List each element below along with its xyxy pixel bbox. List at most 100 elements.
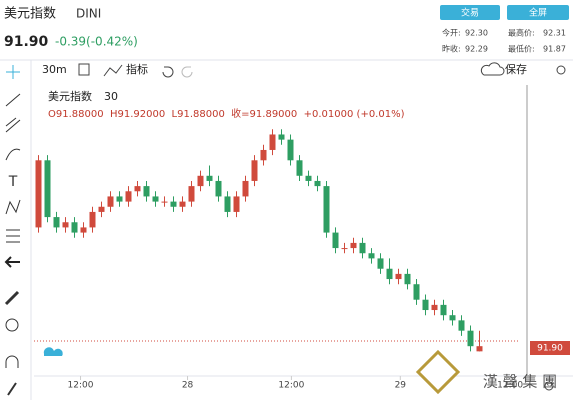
stat-value: 92.31 [543,29,566,38]
redo-icon[interactable] [181,66,193,78]
stat-value: 91.87 [543,45,566,54]
candle-body [467,330,474,347]
stat-label: 最高价: [508,28,535,38]
candle-body [269,134,276,150]
candle-body [53,217,60,228]
undo-icon[interactable] [162,66,174,78]
stat-label: 今开: [442,28,461,38]
stat-label: 昨收: [442,44,461,54]
candle-body [125,191,132,202]
settings-icon[interactable] [556,65,566,75]
price-tag [530,341,570,355]
chart-settings-icon[interactable] [544,381,554,391]
x-tick-label: 29 [395,381,407,391]
candle-body [386,268,393,280]
candle-body [116,196,123,202]
candle-body [404,273,411,285]
data-icon[interactable] [43,347,63,356]
candle-body [170,201,177,207]
candle-body [179,201,186,207]
indicator-icon[interactable] [103,64,123,77]
candle-body [89,211,96,228]
candle-body [206,175,213,181]
candle-body [350,242,357,249]
candle-body [251,160,258,181]
candle-body [413,284,420,300]
symbol-name: 美元指数 [4,7,56,22]
candle-body [296,160,303,176]
trade-button[interactable] [440,5,500,20]
candle-body [458,320,465,331]
cloud-icon[interactable] [480,62,505,76]
candle-body [341,248,348,250]
pencil-tool[interactable] [7,382,17,396]
candle-body [314,180,321,187]
indicators-button[interactable]: 指标 [126,62,148,76]
candle-body [35,160,42,228]
candle-body [233,196,240,212]
watermark-logo [415,349,461,395]
candle-body [278,134,285,140]
brush-tool[interactable] [5,148,21,161]
stat-value: 92.29 [465,45,488,54]
fib-tool[interactable] [5,117,21,133]
candle-body [242,180,249,197]
candle-body [98,206,105,212]
candle-body [476,346,483,352]
fullscreen-button[interactable] [507,5,569,20]
candle-body [368,253,375,259]
candle-body [440,304,447,316]
candle-body [260,149,267,161]
candle-body [44,160,51,218]
crosshair-tool[interactable] [6,65,20,79]
change: -0.39(-0.42%) [55,35,138,49]
candle-body [287,139,294,161]
fullscreen-label[interactable]: 全屏 [529,7,547,19]
candle-body [80,227,87,233]
legend-interval: 30 [104,90,118,103]
interval-button[interactable]: 30m [42,63,67,76]
candle-icon[interactable] [78,63,90,76]
candle-body [449,315,456,321]
pattern-tool[interactable] [5,199,21,215]
price-tag-label: 91.90 [537,344,563,354]
candle-body [224,196,231,212]
candle-body [161,201,168,203]
symbol-code: DINI [76,7,101,21]
ruler-tool[interactable] [4,290,20,306]
stat-label: 最低价: [508,44,535,54]
stat-value: 92.30 [465,29,488,38]
price: 91.90 [4,34,49,50]
text-tool[interactable]: T [8,174,18,190]
legend-title: 美元指数 [48,89,92,103]
candle-body [134,186,141,192]
candle-body [143,186,150,197]
candle-body [395,273,402,280]
save-button[interactable]: 保存 [505,62,527,76]
candle-body [377,258,384,269]
candle-body [359,242,366,254]
candle-body [152,196,159,202]
magnet-tool[interactable] [5,355,19,368]
x-tick-label: 12:00 [278,381,304,391]
line-tool[interactable] [5,93,21,107]
back-tool[interactable] [4,256,20,268]
zoom-tool[interactable] [5,318,19,332]
candle-body [215,180,222,197]
watermark: 漢 聲 集 團 [483,373,557,391]
forecast-tool[interactable] [6,229,20,243]
legend-values: O91.88000 H91.92000 L91.88000 收=91.89000… [48,107,405,120]
x-tick-label: 12:00 [497,381,523,391]
candle-body [305,175,312,181]
candle-body [197,175,204,187]
candle-body [323,186,330,233]
trade-label[interactable]: 交易 [461,7,479,19]
candle-body [422,299,429,311]
x-tick-label: 12:00 [68,381,94,391]
candle-body [188,186,195,202]
candle-body [107,196,114,207]
candle-body [431,304,438,311]
